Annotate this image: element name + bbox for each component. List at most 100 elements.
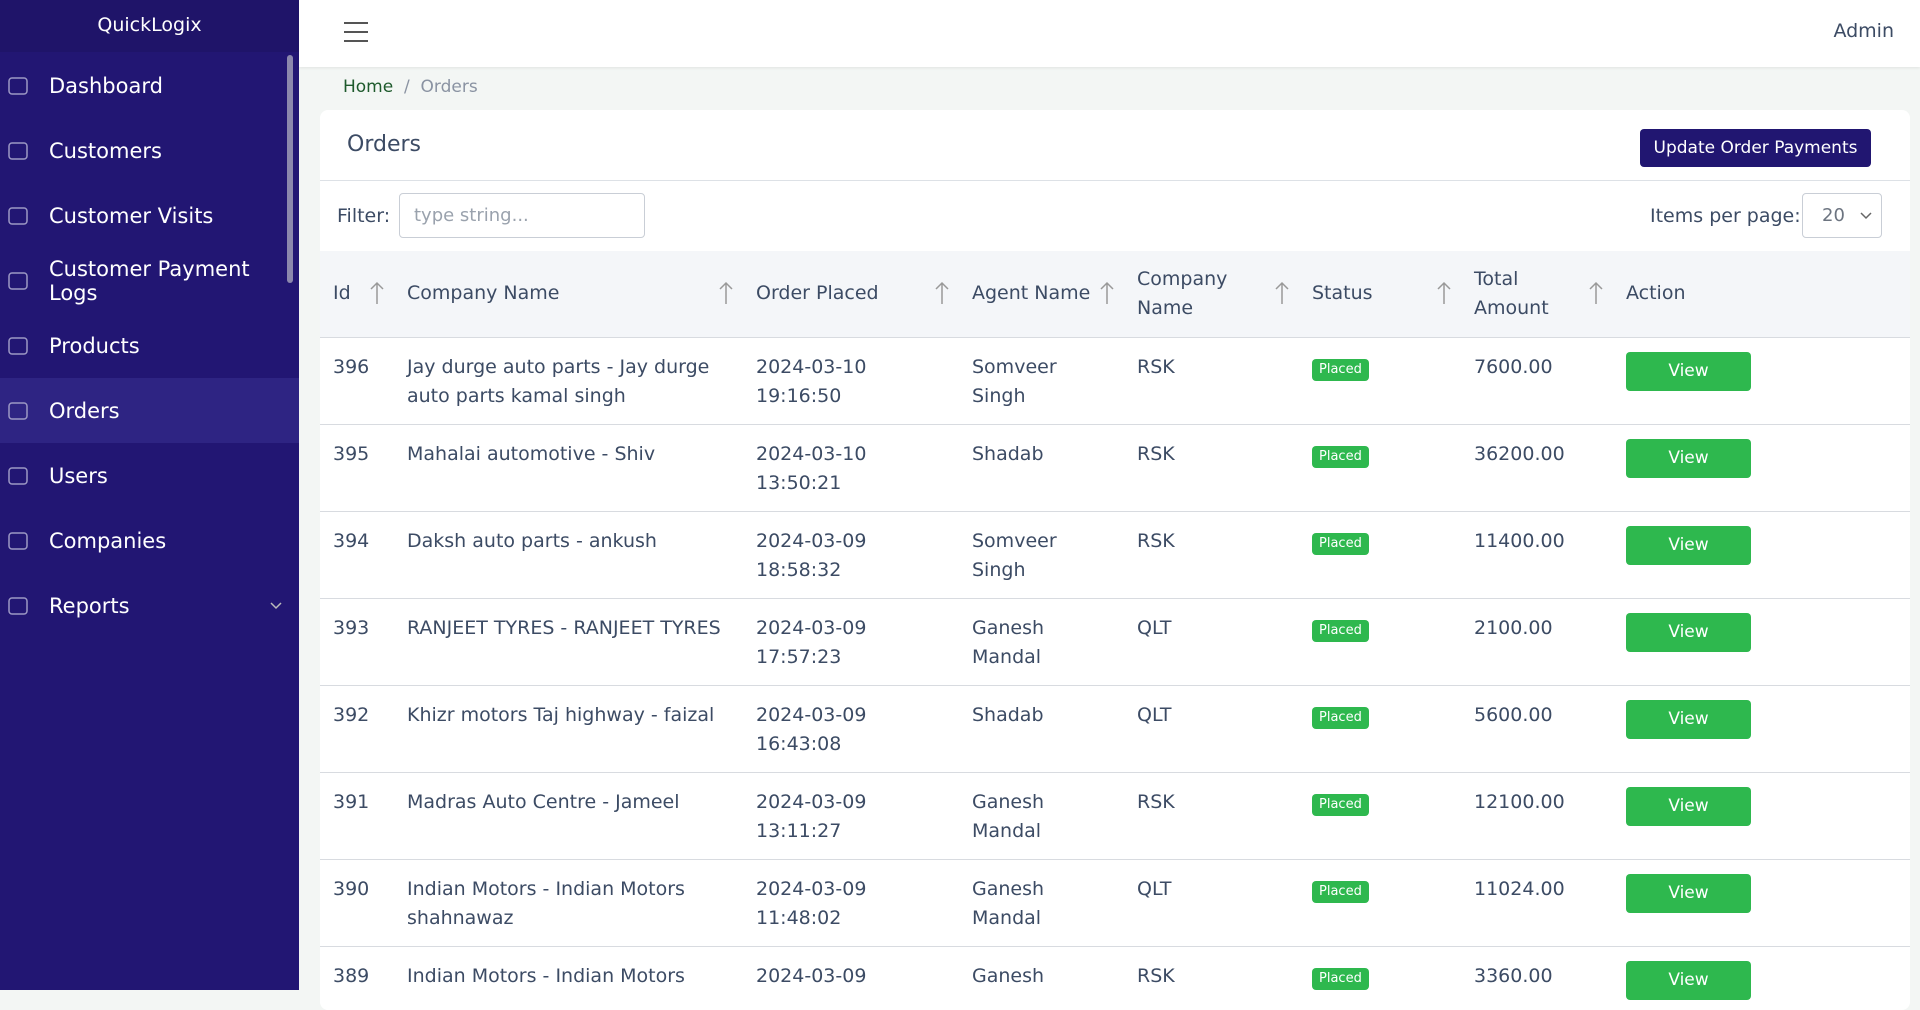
breadcrumb-item[interactable]: Home	[343, 77, 394, 97]
column-header[interactable]: Order Placed	[743, 251, 959, 338]
view-details-button[interactable]: View Details	[1626, 786, 1751, 855]
cell: Placed	[1299, 598, 1461, 686]
nav-label: Products	[49, 333, 140, 358]
nav-item[interactable]: Customer Visits	[0, 183, 299, 248]
cell-text: 2024-03-09	[756, 964, 867, 987]
view-details-button[interactable]: View Details	[1626, 612, 1751, 681]
cell: 2024-03-09 13:11:27	[743, 772, 959, 860]
column-header[interactable]: Id	[320, 251, 394, 338]
column-header[interactable]: Total Amount	[1461, 251, 1613, 338]
order-row: 394 Daksh auto parts - ankush 2024-03-09 1…	[320, 511, 1910, 599]
cell: 394	[320, 511, 394, 599]
cell: Placed	[1299, 859, 1461, 947]
cell-text: 2024-03-09 18:58:32	[756, 529, 867, 581]
scrollbar	[287, 55, 293, 283]
cell-text: Jay durge auto parts - Jay durge auto pa…	[407, 355, 710, 407]
nav-item[interactable]: Products	[0, 313, 299, 378]
cell-text: RSK	[1137, 442, 1175, 465]
cell-text: QLT	[1137, 877, 1172, 900]
cell: Somveer Singh	[959, 337, 1124, 425]
cell-text: 390	[333, 877, 370, 900]
order-row: 392 Khizr motors Taj highway - faizal 2024…	[320, 685, 1910, 773]
user-menu[interactable]: Admin	[1833, 20, 1894, 42]
column-header[interactable]: Status	[1299, 251, 1461, 338]
filter-input[interactable]: type string...	[399, 193, 645, 238]
update-payments-button[interactable]: Update Order Payments	[1640, 129, 1871, 167]
nav-icon	[8, 336, 28, 355]
sort-arrow	[935, 281, 949, 304]
cell-text: Indian Motors - Indian Motors shahnawaz	[407, 877, 685, 929]
nav-item[interactable]: Reports	[0, 573, 299, 638]
status-badge: Placed	[1312, 532, 1369, 555]
view-details-button[interactable]: View Details	[1626, 438, 1751, 507]
header-label: Company Name	[407, 282, 560, 305]
status-badge: Placed	[1312, 619, 1369, 642]
cell: Mahalai automotive - Shiv	[394, 424, 743, 512]
cell: 2024-03-09 17:57:23	[743, 598, 959, 686]
order-row: 396 Jay durge auto parts - Jay durge auto…	[320, 337, 1910, 425]
cell: RSK	[1124, 337, 1299, 425]
view-details-button[interactable]: View Details	[1626, 873, 1751, 942]
nav-label: Companies	[49, 528, 167, 553]
cell: 2024-03-10 13:50:21	[743, 424, 959, 512]
cell: 2024-03-09 16:43:08	[743, 685, 959, 773]
nav-item[interactable]: Companies	[0, 508, 299, 573]
separator: /	[393, 77, 421, 97]
order-row: 393 RANJEET TYRES - RANJEET TYRES 2024-03-…	[320, 598, 1910, 686]
view-details-button[interactable]: View Details	[1626, 525, 1751, 594]
cell: Shadab	[959, 685, 1124, 773]
column-header[interactable]: Company Name	[1124, 251, 1299, 338]
cell: 395	[320, 424, 394, 512]
menu-toggle[interactable]	[343, 21, 369, 43]
cell-text: 392	[333, 703, 370, 726]
cell-text: 395	[333, 442, 370, 465]
topbar: Admin	[299, 0, 1920, 67]
cell-text: 3360.00	[1474, 964, 1553, 987]
order-row: 391 Madras Auto Centre - Jameel 2024-03-09…	[320, 772, 1910, 860]
cell-text: Indian Motors - Indian Motors	[407, 964, 685, 987]
items-per-page-select[interactable]: 20	[1802, 193, 1882, 238]
nav-icon	[8, 531, 28, 550]
status-badge: Placed	[1312, 967, 1369, 990]
status-badge: Placed	[1312, 880, 1369, 903]
cell: View Details	[1613, 511, 1910, 599]
nav-label: Users	[49, 463, 108, 488]
nav-item[interactable]: Customers	[0, 118, 299, 183]
sort-arrow	[1437, 281, 1451, 304]
cell: 11024.00	[1461, 859, 1613, 947]
column-header[interactable]: Agent Name	[959, 251, 1124, 338]
view-details-button[interactable]: View Details	[1626, 699, 1751, 768]
cell: Somveer Singh	[959, 511, 1124, 599]
cell: Ganesh Mandal	[959, 598, 1124, 686]
header-label: Total Amount	[1474, 267, 1549, 319]
cell-text: RSK	[1137, 355, 1175, 378]
cell-text: QLT	[1137, 703, 1172, 726]
orders-card: Orders Update Order Payments Filter: typ…	[320, 110, 1910, 1010]
cell: 12100.00	[1461, 772, 1613, 860]
column-header[interactable]: Company Name	[394, 251, 743, 338]
view-details-button[interactable]: View Details	[1626, 960, 1751, 1010]
cell-text: Khizr motors Taj highway - faizal	[407, 703, 715, 726]
cell: View Details	[1613, 424, 1910, 512]
nav-label: Orders	[49, 398, 120, 423]
nav-item[interactable]: Users	[0, 443, 299, 508]
cell: Khizr motors Taj highway - faizal	[394, 685, 743, 773]
nav-item[interactable]: Orders	[0, 378, 299, 443]
cell: Indian Motors - Indian Motors	[394, 946, 743, 1010]
cell-text: RSK	[1137, 529, 1175, 552]
cell-text: 36200.00	[1474, 442, 1565, 465]
cell-text: RSK	[1137, 790, 1175, 813]
nav-icon	[8, 76, 28, 95]
nav-item[interactable]: Customer Payment Logs	[0, 248, 299, 313]
cell-text: 2024-03-09 11:48:02	[756, 877, 867, 929]
header-label: Id	[333, 282, 351, 305]
sort-arrow	[1275, 281, 1289, 304]
view-details-button[interactable]: View Details	[1626, 351, 1751, 420]
cell-text: RSK	[1137, 964, 1175, 987]
cell: 11400.00	[1461, 511, 1613, 599]
cell: Placed	[1299, 424, 1461, 512]
cell-text: 11024.00	[1474, 877, 1565, 900]
cell: Placed	[1299, 337, 1461, 425]
cell: RSK	[1124, 424, 1299, 512]
nav-item[interactable]: Dashboard	[0, 53, 299, 118]
